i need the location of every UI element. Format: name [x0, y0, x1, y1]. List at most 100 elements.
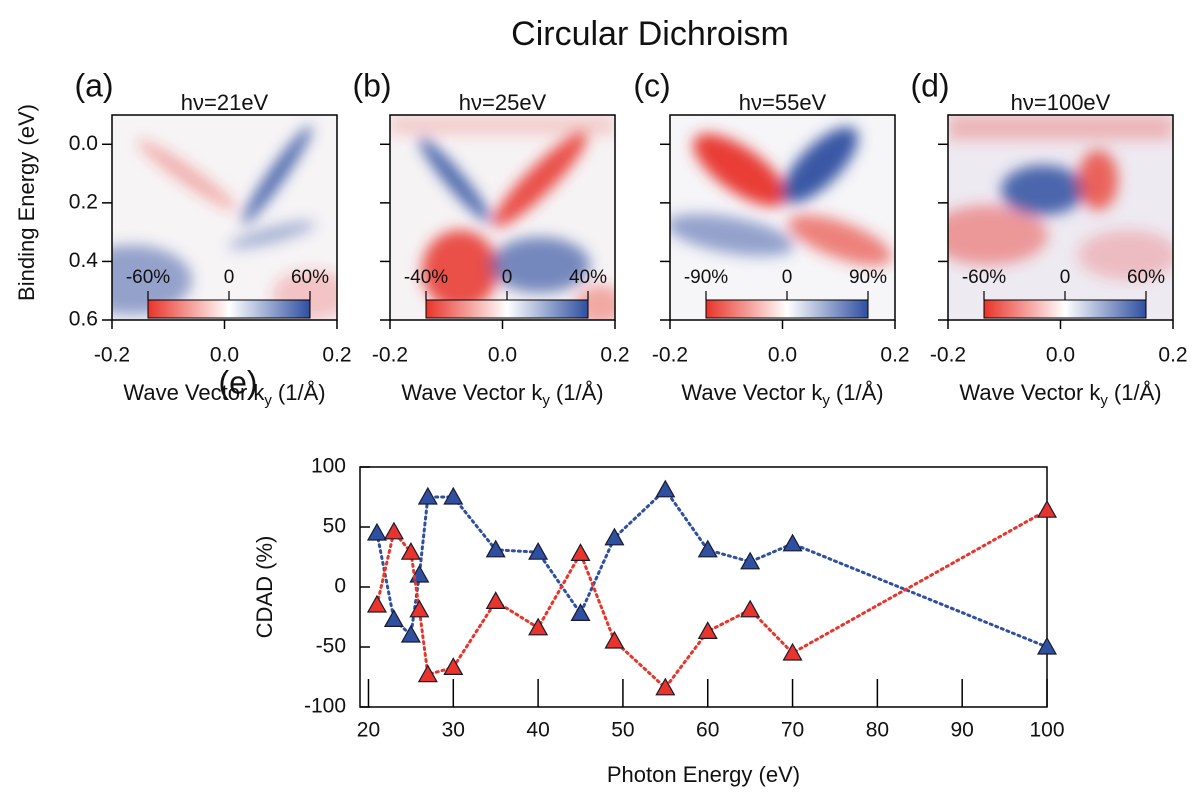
marker: [740, 599, 761, 618]
x-tick-label: 80: [866, 719, 889, 742]
marker: [366, 522, 387, 541]
x-axis-label-text: Wave Vector k: [123, 380, 265, 405]
marker: [570, 603, 591, 621]
x-tick-label: 70: [781, 719, 804, 742]
panel-title: hν=25eV: [459, 90, 547, 115]
x-tick-label: 0.2: [1158, 344, 1187, 367]
marker: [655, 479, 676, 498]
colorbar-tick-label: 90%: [849, 267, 887, 288]
x-axis-label: Photon Energy (eV): [607, 762, 800, 787]
marker: [417, 664, 438, 683]
marker: [443, 486, 464, 505]
x-axis-label: Wave Vector ky (1/Å): [123, 380, 325, 409]
x-tick-label: 0.2: [322, 344, 351, 367]
x-tick-label: 0.2: [600, 344, 629, 367]
x-axis-label-text: Wave Vector k: [401, 380, 543, 405]
x-tick-label: -0.2: [372, 344, 408, 367]
plot-frame: [359, 466, 1048, 708]
x-tick-label: 30: [442, 719, 465, 742]
marker: [570, 543, 591, 561]
colorbar-tick-label: 40%: [569, 267, 607, 288]
x-axis-label: Wave Vector ky (1/Å): [681, 380, 883, 409]
x-axis-label: Wave Vector ky (1/Å): [401, 380, 603, 409]
panel-label: (a): [74, 67, 113, 103]
panel-title: hν=55eV: [739, 90, 827, 115]
y-axis-label: CDAD (%): [252, 536, 277, 639]
x-tick-label: -0.2: [652, 344, 688, 367]
y-tick-label: 0: [334, 575, 346, 598]
x-axis-label-subscript: y: [264, 392, 272, 409]
y-tick-label: -100: [304, 695, 346, 718]
panel-label: (b): [352, 67, 391, 103]
heatmap-image: [948, 115, 1173, 320]
x-tick-label: 0.0: [488, 344, 517, 367]
series-line: [375, 487, 1049, 649]
marker: [604, 527, 625, 546]
colorbar: [705, 299, 869, 319]
y-axis-label: Binding Energy (eV): [14, 104, 39, 301]
marker: [443, 657, 464, 675]
x-tick-label: 100: [1029, 719, 1064, 742]
y-tick-label: 0.0: [69, 132, 98, 155]
x-tick-label: 40: [526, 719, 549, 742]
marker: [655, 677, 676, 696]
x-tick-label: 60: [696, 719, 719, 742]
marker: [366, 594, 387, 613]
marker: [740, 551, 761, 570]
panel-title: hν=21eV: [181, 90, 269, 115]
colorbar: [425, 299, 589, 319]
colorbar: [983, 299, 1147, 319]
marker: [782, 533, 803, 552]
panel-label: (c): [633, 67, 670, 103]
marker: [400, 624, 421, 643]
marker: [400, 541, 421, 560]
x-axis-label-subscript: y: [1100, 392, 1108, 409]
panel-title: hν=100eV: [1011, 90, 1111, 115]
x-axis-label-subscript: y: [542, 392, 550, 409]
marker: [485, 539, 506, 558]
marker: [697, 621, 718, 639]
marker: [528, 541, 549, 560]
x-tick-label: 0.0: [768, 344, 797, 367]
panel-label: (e): [218, 364, 257, 400]
x-axis-label-unit: (1/Å): [836, 380, 884, 405]
marker: [383, 521, 404, 540]
colorbar-tick-label: 0: [502, 267, 513, 288]
marker: [409, 564, 430, 583]
colorbar-tick-label: -40%: [404, 267, 448, 288]
x-axis-label-unit: (1/Å): [1114, 380, 1162, 405]
x-tick-label: 0.0: [1046, 344, 1075, 367]
colorbar: [147, 299, 311, 319]
marker: [383, 609, 404, 627]
colorbar-tick-label: 0: [1060, 267, 1071, 288]
series-line: [375, 508, 1049, 691]
heatmap-image: [670, 115, 895, 320]
x-tick-label: -0.2: [930, 344, 966, 367]
x-axis-label-text: Wave Vector k: [681, 380, 823, 405]
marker: [528, 617, 549, 636]
y-tick-label: 100: [311, 455, 346, 478]
x-tick-label: 90: [951, 719, 974, 742]
x-tick-label: 0.2: [880, 344, 909, 367]
colorbar-tick-label: -60%: [126, 267, 170, 288]
figure-title: Circular Dichroism: [511, 15, 789, 53]
y-tick-label: -50: [316, 635, 346, 658]
colorbar-tick-label: -90%: [684, 267, 728, 288]
marker: [417, 486, 438, 505]
panel-label: (d): [910, 67, 949, 103]
colorbar-tick-label: 0: [224, 267, 235, 288]
x-axis-label-unit: (1/Å): [278, 380, 326, 405]
heatmap-image: [112, 115, 337, 320]
marker: [1036, 499, 1058, 518]
marker: [697, 539, 718, 558]
colorbar-tick-label: -60%: [962, 267, 1006, 288]
marker: [782, 642, 803, 661]
x-axis-label: Wave Vector ky (1/Å): [959, 380, 1161, 409]
colorbar-tick-label: 60%: [1127, 267, 1165, 288]
y-tick-label: 0.2: [69, 190, 98, 213]
y-tick-label: 0.6: [69, 308, 98, 331]
y-tick-label: 0.4: [69, 249, 99, 272]
marker: [604, 630, 625, 649]
